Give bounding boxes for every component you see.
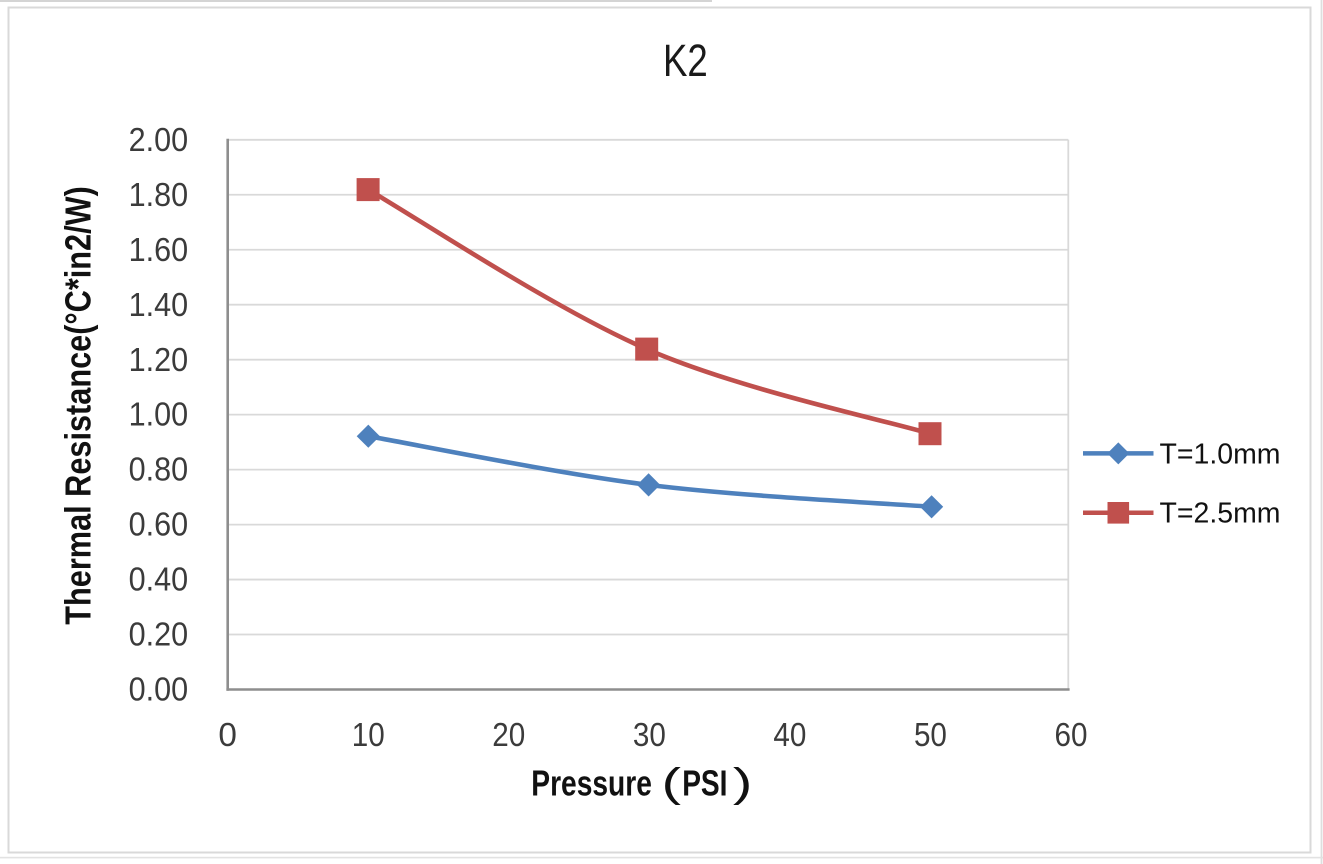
svg-text:0.60: 0.60: [129, 507, 189, 544]
svg-text:60: 60: [1055, 717, 1088, 754]
svg-text:0: 0: [218, 717, 237, 754]
svg-text:30: 30: [633, 717, 666, 754]
svg-text:1.00: 1.00: [129, 397, 189, 434]
svg-text:1.80: 1.80: [129, 177, 189, 214]
svg-text:(: (: [662, 760, 682, 806]
svg-text:0.00: 0.00: [129, 672, 189, 709]
svg-text:10: 10: [352, 717, 385, 754]
svg-text:40: 40: [773, 717, 806, 754]
svg-text:Pressure: Pressure: [531, 763, 652, 804]
svg-text:0.80: 0.80: [129, 452, 189, 489]
svg-text:T=2.5mm: T=2.5mm: [1160, 498, 1281, 530]
svg-text:0.40: 0.40: [129, 562, 189, 599]
svg-text:2.00: 2.00: [129, 122, 189, 159]
svg-text:Thermal Resistance(°C*in2/W): Thermal Resistance(°C*in2/W): [58, 186, 99, 625]
svg-text:20: 20: [492, 717, 525, 754]
svg-text:K2: K2: [663, 35, 708, 86]
svg-text:1.40: 1.40: [129, 287, 189, 324]
svg-text:PSI: PSI: [682, 763, 727, 804]
svg-text:1.20: 1.20: [129, 342, 189, 379]
svg-text:50: 50: [914, 717, 947, 754]
svg-text:T=1.0mm: T=1.0mm: [1160, 438, 1281, 470]
svg-text:): ): [733, 760, 753, 806]
svg-text:1.60: 1.60: [129, 232, 189, 269]
svg-text:0.20: 0.20: [129, 617, 189, 654]
